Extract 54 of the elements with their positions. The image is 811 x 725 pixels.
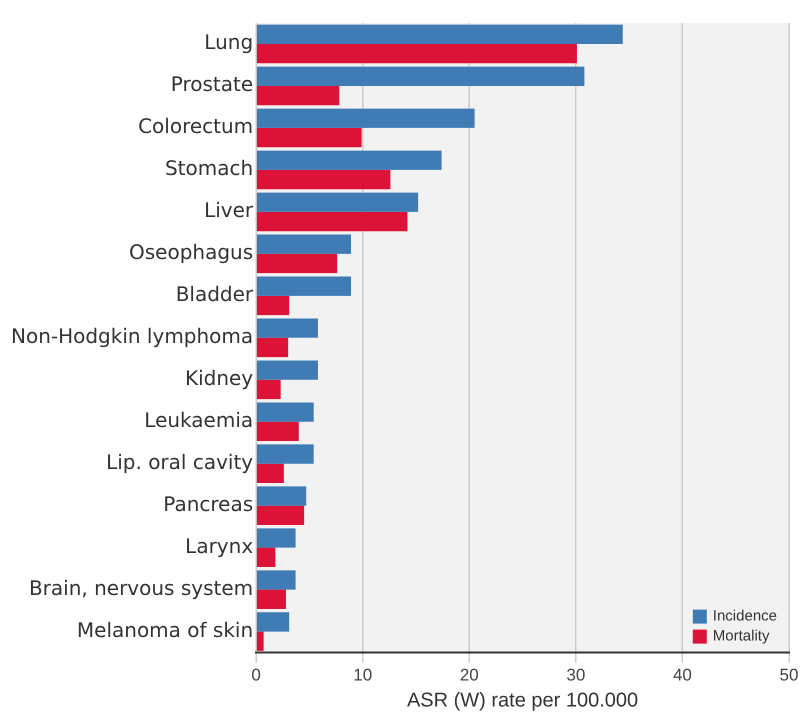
x-tick-label: 50 [780, 665, 798, 684]
bar [256, 402, 314, 422]
bar [256, 570, 296, 590]
y-tick-label: Brain, nervous system [28, 576, 254, 600]
bar [256, 360, 318, 380]
bar [256, 234, 351, 254]
bar [256, 276, 351, 296]
bar [256, 612, 290, 632]
bar [256, 318, 318, 338]
bar [256, 590, 286, 609]
bar [256, 632, 264, 651]
bar [256, 380, 281, 400]
x-tick-label: 0 [251, 665, 261, 684]
bar [256, 296, 290, 316]
bar [256, 444, 314, 464]
y-tick-label: Lip. oral cavity [106, 450, 254, 474]
bar [256, 464, 284, 484]
y-tick-label: Kidney [184, 366, 254, 390]
y-tick-label: Non-Hodgkin lymphoma [10, 324, 254, 348]
y-tick-label: Melanoma of skin [76, 618, 254, 642]
bar [256, 548, 276, 567]
x-tick-label: 40 [672, 665, 692, 684]
bar [256, 86, 340, 106]
bar [256, 170, 390, 190]
bar [256, 108, 475, 128]
y-tick-label: Colorectum [138, 114, 254, 138]
bar [256, 254, 338, 274]
bar [256, 212, 408, 232]
bar [256, 486, 306, 506]
y-tick-label: Prostate [170, 72, 254, 96]
bar [256, 150, 442, 170]
legend-label: Mortality [712, 628, 770, 645]
x-tick-label: 20 [460, 665, 479, 684]
y-tick-label: Oseophagus [129, 240, 254, 264]
x-axis-title: ASR (W) rate per 100.000 [406, 690, 638, 712]
y-tick-label: Liver [204, 198, 254, 222]
bar [256, 422, 299, 442]
bar [256, 192, 418, 212]
bar [256, 66, 584, 86]
x-tick-label: 30 [566, 665, 586, 684]
bar [256, 338, 288, 358]
bar [256, 44, 577, 64]
x-tick-label: 10 [353, 665, 372, 684]
y-tick-label: Leukaemia [144, 408, 254, 432]
y-tick-label: Stomach [164, 156, 254, 180]
y-tick-label: Lung [204, 30, 254, 54]
y-tick-label: Bladder [176, 282, 254, 306]
y-tick-label: Larynx [185, 534, 254, 558]
y-tick-label: Pancreas [163, 492, 254, 516]
legend-label: Incidence [712, 608, 778, 625]
bar [256, 528, 296, 548]
bar [256, 506, 304, 525]
bar [256, 24, 623, 44]
bar [256, 128, 362, 148]
